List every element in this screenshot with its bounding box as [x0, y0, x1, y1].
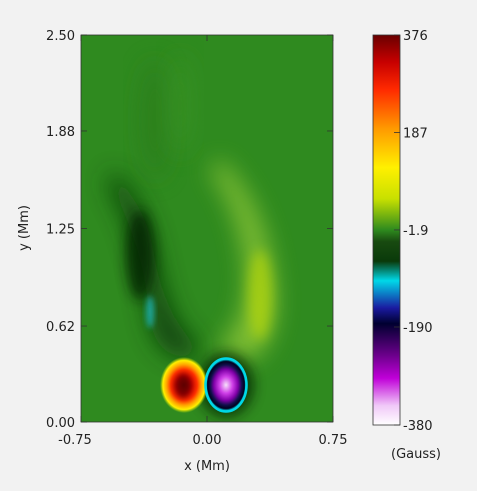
y-tick-label: 0.62 — [46, 320, 75, 335]
colorbar-tick-label: -1.9 — [403, 224, 428, 239]
negative-arm-core — [126, 210, 154, 300]
x-tick-label: 0.00 — [193, 433, 222, 448]
axes: -0.75 0.00 0.75 2.50 1.88 1.25 0.62 0.00 — [46, 29, 347, 448]
positive-arm-core — [248, 250, 272, 340]
colorbar: 376 187 -1.9 -190 -380 — [372, 29, 433, 434]
x-tick-label: -0.75 — [58, 433, 92, 448]
y-tick-label: 1.88 — [46, 125, 75, 140]
cyan-streak — [146, 296, 154, 328]
x-axis-label: x (Mm) — [184, 459, 230, 474]
y-tick-label: 2.50 — [46, 29, 75, 44]
x-tick-label: 0.75 — [319, 433, 348, 448]
upper-right-lobe — [168, 55, 192, 155]
colorbar-tick-label: 187 — [403, 127, 428, 142]
positive-core-center — [175, 374, 191, 398]
negative-core — [204, 357, 248, 413]
negative-core-rim — [204, 357, 248, 413]
heatmap-background — [81, 35, 333, 422]
colorbar-tick-label: -190 — [403, 321, 433, 336]
colorbar-ticks: 376 187 -1.9 -190 -380 — [394, 29, 433, 434]
upper-left-lobe — [139, 60, 171, 180]
y-tick-label: 0.00 — [46, 416, 75, 431]
y-tick-label: 1.25 — [46, 223, 75, 238]
y-axis-label: y (Mm) — [17, 205, 32, 251]
heatmap-panel — [80, 34, 334, 423]
colorbar-tick-label: -380 — [403, 419, 433, 434]
colorbar-unit-label: (Gauss) — [391, 447, 441, 462]
colorbar-tick-label: 376 — [403, 29, 428, 44]
